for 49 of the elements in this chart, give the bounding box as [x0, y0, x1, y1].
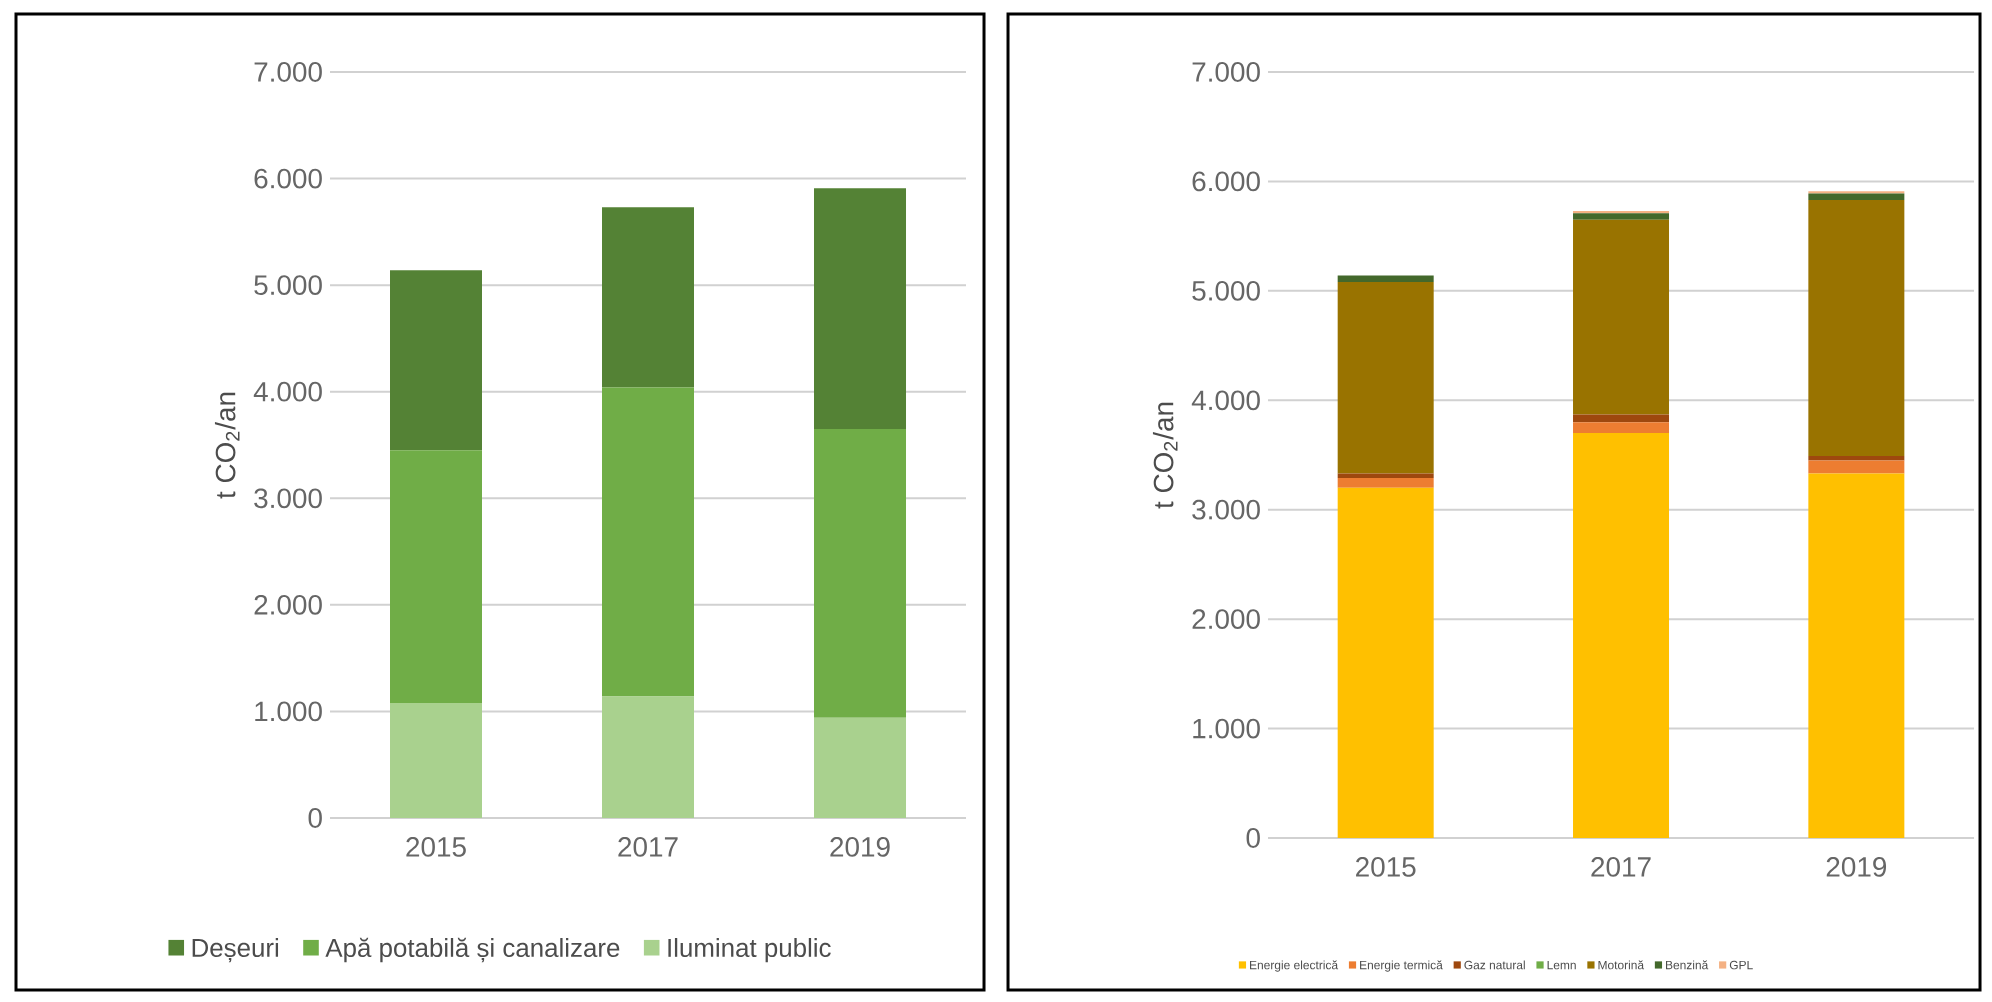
bar	[1337, 275, 1434, 283]
bar	[1808, 200, 1905, 457]
bar	[1573, 213, 1670, 220]
bar	[602, 207, 694, 388]
bar	[1573, 433, 1670, 838]
x-tick-label: 2015	[406, 837, 466, 857]
bar	[1808, 460, 1905, 474]
y-axis-title: t CO$_{2}$/an	[1152, 402, 1178, 509]
y-tick-label: 1.000	[1193, 718, 1260, 739]
y-tick-label: 7.000	[1192, 62, 1260, 82]
x-tick-label: 2015	[1356, 857, 1416, 877]
bar	[390, 702, 482, 818]
y-tick-label: 0	[308, 808, 322, 828]
bar	[1808, 473, 1905, 838]
y-tick-label: 0	[1246, 828, 1260, 848]
bar	[1573, 414, 1670, 423]
bar	[602, 387, 694, 697]
bar	[814, 188, 907, 430]
y-tick-label: 6.000	[1192, 171, 1260, 192]
legend-label: Apă potabilă și canalizare	[325, 937, 620, 963]
bar	[602, 696, 694, 818]
y-tick-label: 3.000	[1192, 499, 1260, 520]
legend-label: Iluminat public	[668, 938, 831, 963]
x-tick-label: 2017	[1591, 857, 1651, 877]
bar	[814, 717, 907, 818]
bar	[1337, 477, 1434, 488]
x-tick-label: 2019	[830, 837, 890, 857]
bar	[814, 429, 907, 718]
bar	[1573, 422, 1670, 434]
y-tick-label: 2.000	[1192, 609, 1260, 630]
bar	[1337, 487, 1434, 838]
y-tick-label: 4.000	[1191, 390, 1260, 411]
y-tick-label: 5.000	[1192, 280, 1260, 301]
bar	[1808, 193, 1905, 201]
y-axis-title: t CO$_{2}$/an	[214, 392, 240, 499]
y-tick-label: 6.000	[254, 168, 322, 189]
x-tick-label: 2017	[618, 837, 678, 857]
x-tick-label: 2019	[1826, 857, 1887, 877]
y-tick-label: 4.000	[253, 381, 322, 402]
legend-label: Deșeuri	[192, 938, 279, 963]
bar	[1573, 219, 1670, 415]
bar	[1337, 282, 1434, 474]
y-tick-label: 3.000	[254, 488, 322, 509]
y-tick-label: 1.000	[255, 701, 322, 722]
y-tick-label: 5.000	[254, 275, 322, 296]
y-tick-label: 2.000	[254, 594, 322, 615]
y-tick-label: 7.000	[254, 62, 322, 82]
bar	[390, 450, 482, 703]
bar	[390, 270, 482, 451]
